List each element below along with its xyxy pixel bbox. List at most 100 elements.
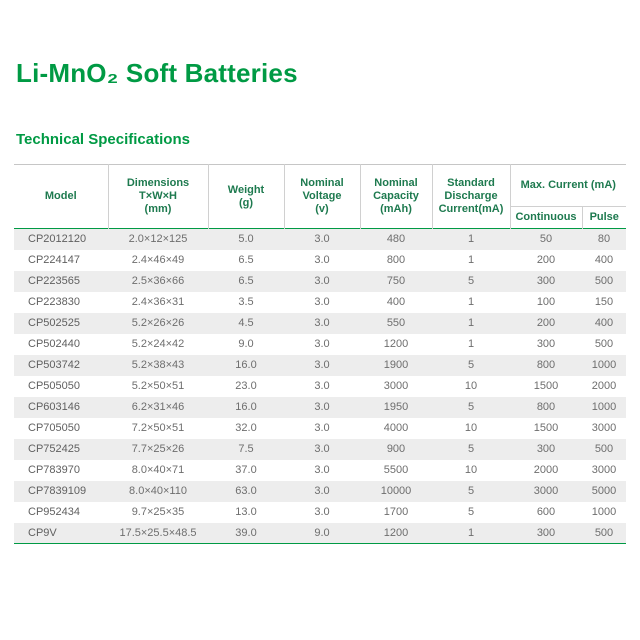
table-row: CP223565 2.5×36×66 6.5 3.0 750 5 300 500 bbox=[14, 270, 626, 292]
value-cell: 6.2×31×46 bbox=[131, 401, 185, 413]
value-cell: 10 bbox=[464, 464, 478, 476]
value-cell: 17.5×25.5×48.5 bbox=[108, 522, 208, 544]
value-cell: 1 bbox=[467, 296, 475, 308]
value-cell: 2.5×36×66 bbox=[131, 275, 185, 287]
value-cell: 1 bbox=[467, 317, 475, 329]
value-cell: 23.0 bbox=[235, 380, 257, 392]
value-cell: 3000 bbox=[533, 485, 559, 497]
value-cell: 1 bbox=[467, 233, 475, 246]
value-cell: 400 bbox=[594, 317, 614, 329]
value-cell: 1700 bbox=[383, 506, 409, 518]
table-body: CP2012120 2.0×12×125 5.0 3.0 480 1 50 80 CP22414… bbox=[14, 228, 626, 544]
section-title: Technical Specifications bbox=[16, 131, 190, 148]
table-row: CP705050 7.2×50×51 32.0 3.0 4000 10 1500 3000 bbox=[14, 417, 626, 439]
value-cell: 3.0 bbox=[314, 296, 330, 308]
value-cell: 3.0 bbox=[314, 338, 330, 350]
value-cell: 500 bbox=[594, 443, 614, 455]
value-cell: 5 bbox=[467, 359, 475, 371]
value-cell: 3.0 bbox=[314, 275, 330, 287]
value-cell: 300 bbox=[536, 338, 556, 350]
table-row: CP603146 6.2×31×46 16.0 3.0 1950 5 800 1000 bbox=[14, 396, 626, 418]
value-cell: 4.5 bbox=[238, 317, 254, 329]
table-row: CP503742 5.2×38×43 16.0 3.0 1900 5 800 1000 bbox=[14, 354, 626, 376]
value-cell: 1 bbox=[467, 338, 475, 350]
value-cell: 13.0 bbox=[235, 506, 257, 518]
value-cell: 1 bbox=[467, 254, 475, 266]
value-cell: 5000 bbox=[591, 485, 617, 497]
value-cell: 5.0 bbox=[238, 233, 254, 246]
value-cell: 200 bbox=[536, 254, 556, 266]
value-cell: 63.0 bbox=[235, 485, 257, 497]
table-row: CP224147 2.4×46×49 6.5 3.0 800 1 200 400 bbox=[14, 249, 626, 271]
col-header-dimensions: Dimensions T×W×H (mm) bbox=[107, 164, 208, 229]
col-header-pulse: Pulse bbox=[581, 206, 626, 229]
value-cell: 1200 bbox=[360, 522, 432, 544]
value-cell: 600 bbox=[536, 506, 556, 518]
value-cell: 3000 bbox=[591, 464, 617, 476]
col-header-weight: Weight (g) bbox=[207, 164, 284, 229]
value-cell: 800 bbox=[386, 254, 406, 266]
value-cell: 400 bbox=[386, 296, 406, 308]
table-row: CP502525 5.2×26×26 4.5 3.0 550 1 200 400 bbox=[14, 312, 626, 334]
col-header-continuous: Continuous bbox=[509, 206, 582, 229]
model-cell: CP503742 bbox=[28, 359, 80, 371]
model-cell: CP502440 bbox=[28, 338, 80, 350]
value-cell: 1900 bbox=[383, 359, 409, 371]
value-cell: 3.0 bbox=[314, 317, 330, 329]
model-cell: CP9V bbox=[14, 522, 108, 544]
value-cell: 7.7×25×26 bbox=[131, 443, 185, 455]
col-header-capacity: Nominal Capacity (mAh) bbox=[359, 164, 432, 229]
value-cell: 3000 bbox=[591, 422, 617, 434]
value-cell: 10 bbox=[464, 380, 478, 392]
model-cell: CP952434 bbox=[28, 506, 80, 518]
value-cell: 1000 bbox=[591, 506, 617, 518]
value-cell: 2.4×46×49 bbox=[131, 254, 185, 266]
value-cell: 32.0 bbox=[235, 422, 257, 434]
value-cell: 3.0 bbox=[314, 359, 330, 371]
col-header-model: Model bbox=[44, 190, 77, 202]
header-row-1: Model Dimensions T×W×H (mm) Weight (g) N… bbox=[14, 164, 626, 229]
value-cell: 9.0 bbox=[238, 338, 254, 350]
model-cell: CP603146 bbox=[28, 401, 80, 413]
model-cell: CP505050 bbox=[28, 380, 80, 392]
value-cell: 750 bbox=[386, 275, 406, 287]
value-cell: 5 bbox=[467, 443, 475, 455]
model-cell: CP224147 bbox=[28, 254, 80, 266]
model-cell: CP502525 bbox=[28, 317, 80, 329]
value-cell: 1 bbox=[432, 522, 510, 544]
table-row: CP752425 7.7×25×26 7.5 3.0 900 5 300 500 bbox=[14, 438, 626, 460]
model-cell: CP752425 bbox=[28, 443, 80, 455]
model-cell: CP223830 bbox=[28, 296, 80, 308]
value-cell: 3.0 bbox=[314, 506, 330, 518]
value-cell: 3.0 bbox=[314, 464, 330, 476]
value-cell: 1000 bbox=[591, 359, 617, 371]
value-cell: 800 bbox=[536, 401, 556, 413]
value-cell: 1500 bbox=[533, 422, 559, 434]
value-cell: 5.2×38×43 bbox=[131, 359, 185, 371]
value-cell: 16.0 bbox=[235, 359, 257, 371]
value-cell: 80 bbox=[597, 233, 611, 246]
table-row: CP952434 9.7×25×35 13.0 3.0 1700 5 600 1000 bbox=[14, 501, 626, 523]
value-cell: 800 bbox=[536, 359, 556, 371]
value-cell: 3.0 bbox=[314, 422, 330, 434]
value-cell: 50 bbox=[539, 233, 553, 246]
value-cell: 100 bbox=[536, 296, 556, 308]
value-cell: 300 bbox=[510, 522, 582, 544]
model-cell: CP2012120 bbox=[28, 233, 87, 246]
model-cell: CP7839109 bbox=[28, 485, 87, 497]
table-row: CP223830 2.4×36×31 3.5 3.0 400 1 100 150 bbox=[14, 291, 626, 313]
value-cell: 300 bbox=[536, 443, 556, 455]
value-cell: 16.0 bbox=[235, 401, 257, 413]
value-cell: 6.5 bbox=[238, 275, 254, 287]
value-cell: 3.0 bbox=[314, 401, 330, 413]
value-cell: 1200 bbox=[383, 338, 409, 350]
value-cell: 5.2×24×42 bbox=[131, 338, 185, 350]
value-cell: 2000 bbox=[591, 380, 617, 392]
value-cell: 2.0×12×125 bbox=[128, 233, 188, 246]
value-cell: 5.2×50×51 bbox=[131, 380, 185, 392]
value-cell: 500 bbox=[594, 338, 614, 350]
value-cell: 500 bbox=[594, 275, 614, 287]
value-cell: 6.5 bbox=[238, 254, 254, 266]
value-cell: 7.2×50×51 bbox=[131, 422, 185, 434]
